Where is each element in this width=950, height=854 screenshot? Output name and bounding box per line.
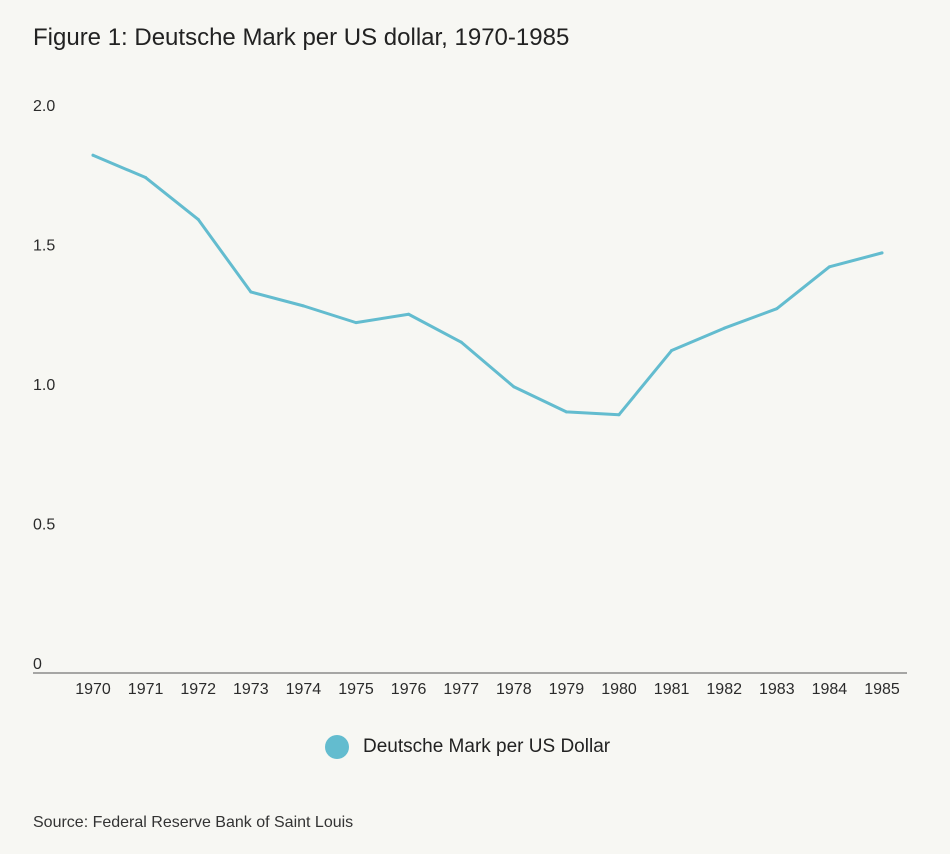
x-tick-label: 1970 bbox=[75, 681, 111, 698]
x-tick-label: 1979 bbox=[549, 681, 585, 698]
data-point bbox=[775, 307, 779, 311]
data-point bbox=[670, 349, 674, 353]
data-point bbox=[144, 176, 148, 180]
source-note: Source: Federal Reserve Bank of Saint Lo… bbox=[33, 814, 354, 831]
legend: Deutsche Mark per US Dollar bbox=[325, 735, 610, 759]
data-point bbox=[459, 340, 463, 344]
y-tick-label: 1.0 bbox=[33, 377, 55, 394]
x-tick-label: 1971 bbox=[128, 681, 164, 698]
data-point bbox=[407, 312, 411, 316]
data-point bbox=[564, 410, 568, 414]
data-point bbox=[249, 290, 253, 294]
x-tick-label: 1973 bbox=[233, 681, 269, 698]
x-tick-label: 1976 bbox=[391, 681, 427, 698]
data-point bbox=[301, 304, 305, 308]
x-tick-label: 1978 bbox=[496, 681, 532, 698]
x-tick-label: 1981 bbox=[654, 681, 690, 698]
x-tick-label: 1975 bbox=[338, 681, 374, 698]
x-tick-label: 1977 bbox=[443, 681, 479, 698]
x-tick-label: 1982 bbox=[706, 681, 742, 698]
x-tick-label: 1983 bbox=[759, 681, 795, 698]
data-point bbox=[617, 413, 621, 417]
data-point bbox=[880, 251, 884, 255]
y-tick-label: 1.5 bbox=[33, 238, 55, 255]
x-tick-label: 1980 bbox=[601, 681, 637, 698]
data-point bbox=[722, 326, 726, 330]
data-point bbox=[91, 153, 95, 157]
data-point bbox=[827, 265, 831, 269]
y-tick-label: 0.5 bbox=[33, 517, 55, 534]
series-group bbox=[91, 153, 884, 417]
y-tick-label: 2.0 bbox=[33, 98, 55, 115]
line-chart: 00.51.01.52.0 1970 1971 1972 1973 1974 1975 19… bbox=[33, 98, 907, 698]
chart-title: Figure 1: Deutsche Mark per US dollar, 1… bbox=[33, 24, 570, 51]
data-point bbox=[354, 321, 358, 325]
y-axis-tick-labels: 0 0.5 1.0 1.5 2.0 bbox=[33, 98, 55, 673]
x-tick-label: 1984 bbox=[812, 681, 848, 698]
x-axis-tick-labels: 1970 1971 1972 1973 1974 1975 1976 1977 1978 1979… bbox=[75, 681, 900, 698]
x-tick-label: 1972 bbox=[180, 681, 216, 698]
data-point bbox=[512, 385, 516, 389]
data-point bbox=[196, 217, 200, 221]
legend-label: Deutsche Mark per US Dollar bbox=[363, 736, 611, 757]
legend-swatch bbox=[325, 735, 349, 759]
y-tick-label: 0 bbox=[33, 656, 42, 673]
x-tick-label: 1985 bbox=[864, 681, 900, 698]
series-line bbox=[91, 153, 884, 417]
x-tick-label: 1974 bbox=[286, 681, 322, 698]
